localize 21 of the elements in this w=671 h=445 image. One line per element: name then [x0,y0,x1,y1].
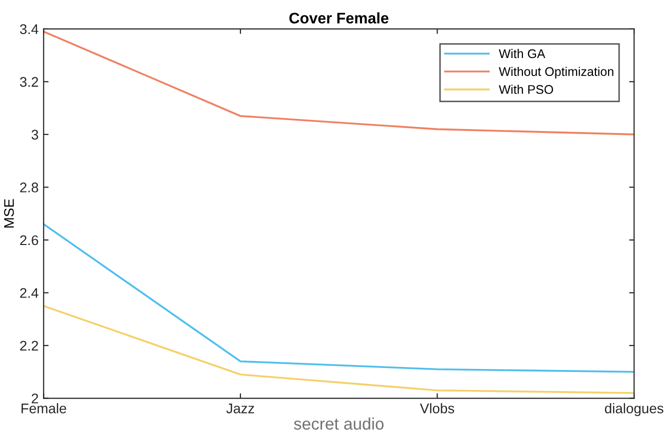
y-tick-label: 3.2 [20,77,38,87]
y-tick-label: 3.4 [20,24,38,34]
y-tick-label: 2.6 [20,235,38,246]
y-tick-label: 2 [32,394,38,404]
y-tick-label: 2.8 [20,182,38,192]
y-tick-label: 2.4 [20,288,38,298]
line-series [44,223,634,373]
line-series [44,305,634,394]
x-tick-label: Vlobs [420,403,454,414]
legend-label: Without Optimization [498,66,614,78]
legend-label: With PSO [498,84,554,94]
line-series [44,30,634,136]
chart-title: Cover Female [289,12,388,24]
y-tick-label: 2.2 [20,340,38,351]
x-axis-title: secret audio [294,417,384,430]
x-tick-label: dialogues [604,403,664,416]
x-tick-label: Female [22,403,66,414]
y-axis-title: MSE [4,199,14,228]
y-tick-label: 3 [32,130,38,140]
legend-label: With GA [498,48,546,58]
x-tick-label: Jazz [226,404,254,414]
